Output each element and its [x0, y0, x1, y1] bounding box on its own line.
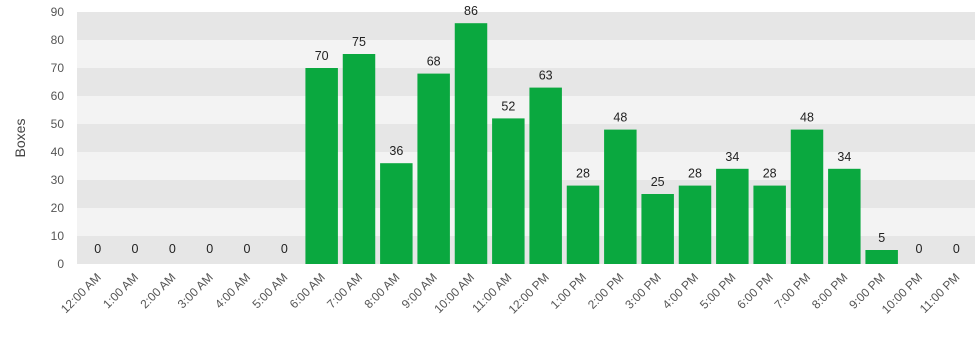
data-label: 25 [651, 175, 665, 189]
bar [641, 194, 674, 264]
x-tick-label: 6:00 PM [734, 270, 776, 312]
y-tick-label: 80 [51, 33, 65, 47]
data-label: 48 [800, 111, 814, 125]
data-labels-group: 0 0 0 0 0 0 70 75 36 68 86 52 63 28 48 25 28 34 28 48 34 5 0 0 [94, 4, 960, 256]
data-label: 0 [916, 242, 923, 256]
bar [604, 129, 637, 264]
y-tick-label: 90 [51, 5, 65, 19]
x-tick-label: 3:00 AM [175, 270, 216, 311]
y-tick-label: 0 [57, 257, 64, 271]
grid-band [77, 180, 975, 208]
x-tick-label: 6:00 AM [287, 270, 328, 311]
bar [529, 87, 562, 264]
y-tick-label: 30 [51, 173, 65, 187]
bar [790, 129, 824, 264]
bar [716, 168, 749, 264]
data-label: 0 [244, 242, 251, 256]
bar [492, 118, 525, 265]
y-axis-ticks: 0 10 20 30 40 50 60 70 80 90 [51, 5, 65, 271]
bar [305, 68, 338, 264]
bar [678, 185, 712, 264]
data-label: 28 [576, 167, 590, 181]
bars-group [305, 23, 898, 265]
grid-band [77, 152, 975, 180]
x-axis-ticks: 12:00 AM1:00 AM2:00 AM3:00 AM4:00 AM5:00… [58, 270, 962, 316]
data-label: 0 [132, 242, 139, 256]
x-tick-label: 10:00 AM [431, 270, 477, 316]
x-tick-label: 4:00 AM [212, 270, 253, 311]
grid-band [77, 12, 975, 40]
data-label: 63 [539, 69, 553, 83]
x-tick-label: 11:00 PM [917, 270, 963, 316]
data-label: 0 [94, 242, 101, 256]
data-label: 0 [169, 242, 176, 256]
bar [454, 23, 488, 265]
data-label: 0 [281, 242, 288, 256]
x-tick-label: 12:00 AM [58, 270, 104, 316]
data-label: 48 [613, 111, 627, 125]
bar [753, 185, 786, 264]
data-label: 0 [206, 242, 213, 256]
data-label: 34 [725, 150, 739, 164]
x-tick-label: 5:00 PM [697, 270, 739, 312]
y-tick-label: 20 [51, 201, 65, 215]
y-tick-label: 10 [51, 229, 65, 243]
y-tick-label: 40 [51, 145, 65, 159]
data-label: 52 [501, 99, 515, 113]
x-tick-label: 5:00 AM [249, 270, 290, 311]
bar [380, 163, 413, 264]
grid-band [77, 124, 975, 152]
data-label: 0 [953, 242, 960, 256]
x-tick-label: 12:00 PM [506, 270, 552, 316]
data-label: 86 [464, 4, 478, 18]
grid-bands [77, 12, 975, 264]
x-tick-label: 3:00 PM [622, 270, 664, 312]
grid-band [77, 68, 975, 96]
data-label: 34 [837, 150, 851, 164]
data-label: 75 [352, 35, 366, 49]
x-tick-label: 8:00 AM [361, 270, 402, 311]
y-axis-title: Boxes [12, 119, 28, 158]
x-tick-label: 1:00 AM [100, 270, 141, 311]
data-label: 28 [688, 167, 702, 181]
x-tick-label: 2:00 AM [137, 270, 178, 311]
data-label: 5 [878, 231, 885, 245]
x-tick-label: 1:00 PM [548, 270, 590, 312]
x-tick-label: 8:00 PM [809, 270, 851, 312]
data-label: 36 [389, 144, 403, 158]
data-label: 68 [427, 55, 441, 69]
grid-band [77, 96, 975, 124]
y-tick-label: 50 [51, 117, 65, 131]
y-tick-label: 70 [51, 61, 65, 75]
data-label: 28 [763, 167, 777, 181]
grid-band [77, 40, 975, 68]
x-tick-label: 4:00 PM [660, 270, 702, 312]
y-tick-label: 60 [51, 89, 65, 103]
x-tick-label: 10:00 PM [879, 270, 925, 316]
bar [865, 250, 898, 264]
x-tick-label: 2:00 PM [585, 270, 627, 312]
bar [828, 168, 861, 264]
bar [417, 73, 450, 264]
data-label: 70 [315, 49, 329, 63]
bar [566, 185, 600, 264]
grid-band [77, 208, 975, 236]
x-tick-label: 7:00 AM [324, 270, 365, 311]
grid-band [77, 236, 975, 264]
bar [342, 54, 376, 264]
x-tick-label: 7:00 PM [772, 270, 814, 312]
